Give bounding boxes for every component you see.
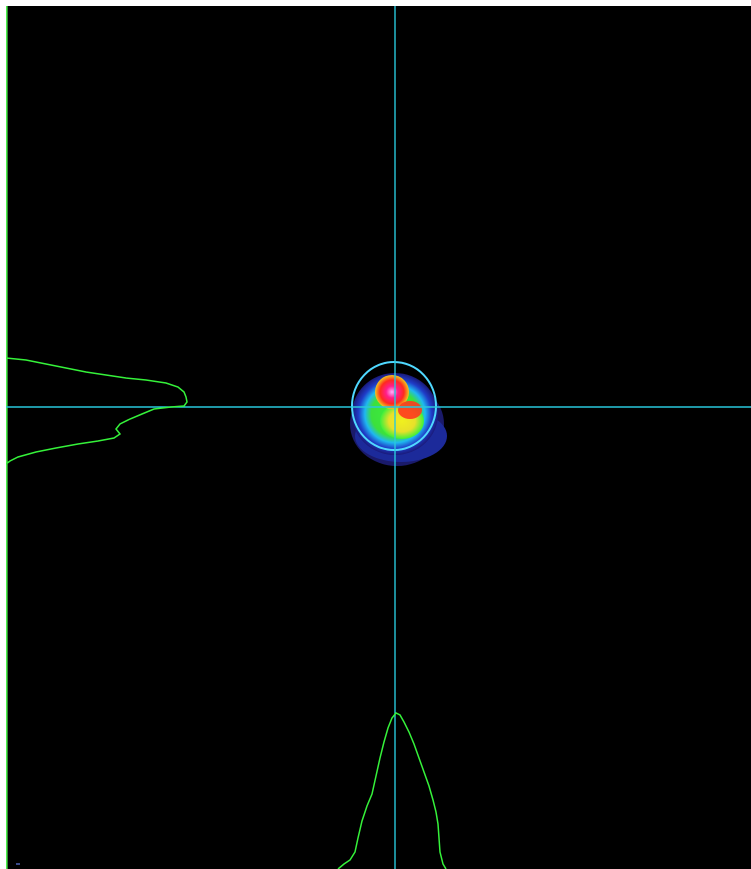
- beam-fit-ellipse: [351, 361, 437, 451]
- beam-image-svg: [6, 6, 751, 869]
- horizontal-profile-curve: [337, 712, 447, 869]
- vertical-profile-curve: [6, 357, 188, 465]
- beam-spot-core-right: [398, 401, 422, 419]
- beam-spot-core: [375, 375, 409, 409]
- corner-marker: [16, 863, 20, 865]
- beam-image-canvas[interactable]: [6, 6, 751, 869]
